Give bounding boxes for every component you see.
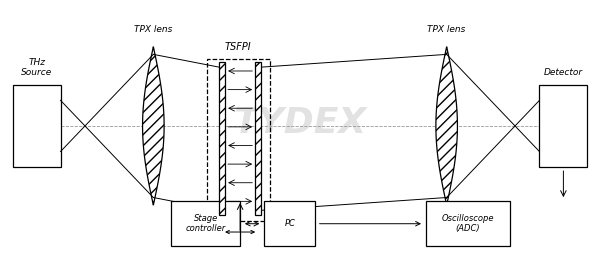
Polygon shape [436, 47, 457, 205]
Bar [539, 85, 587, 167]
Bar [219, 62, 225, 215]
Bar [255, 62, 261, 215]
Bar [13, 85, 61, 167]
Bar [171, 201, 240, 246]
Bar [207, 59, 270, 221]
Text: PC: PC [284, 219, 295, 228]
Bar [426, 201, 509, 246]
Text: Detector: Detector [544, 68, 583, 77]
Text: TPX lens: TPX lens [427, 25, 466, 34]
Text: THz
Source: THz Source [21, 58, 52, 77]
Polygon shape [143, 47, 164, 205]
Text: TYDEX: TYDEX [233, 106, 367, 140]
Bar [264, 201, 315, 246]
Text: Oscilloscope
(ADC): Oscilloscope (ADC) [442, 214, 494, 233]
Text: TSFPI: TSFPI [225, 42, 251, 52]
Text: Stage
controller: Stage controller [186, 214, 226, 233]
Text: TPX lens: TPX lens [134, 25, 173, 34]
